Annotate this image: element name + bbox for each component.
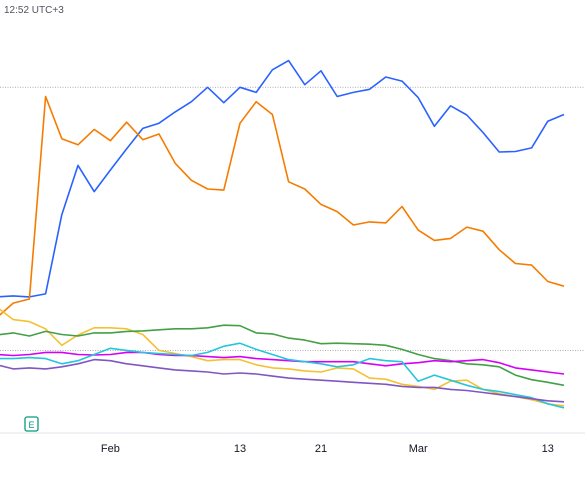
earnings-badge-box bbox=[24, 416, 39, 432]
reference-lines bbox=[0, 86, 585, 351]
series-line-5 bbox=[0, 342, 565, 409]
series-layer bbox=[0, 59, 565, 409]
earnings-badge-label: E bbox=[28, 420, 34, 430]
x-tick-label: Mar bbox=[409, 443, 428, 455]
time-label: 12:52 UTC+3 bbox=[4, 5, 64, 16]
x-tick-label: Feb bbox=[101, 443, 120, 455]
series-line-1 bbox=[0, 95, 565, 316]
series-line-3 bbox=[0, 324, 565, 387]
x-tick-label: 21 bbox=[315, 443, 327, 455]
x-tick-label: 13 bbox=[542, 443, 554, 455]
x-tick-label: 13 bbox=[234, 443, 246, 455]
series-line-0 bbox=[0, 59, 565, 298]
series-line-6 bbox=[0, 358, 565, 403]
series-line-2 bbox=[0, 308, 565, 407]
x-tick-labels: 3Feb1321Mar13 bbox=[0, 443, 554, 455]
series-line-4 bbox=[0, 351, 565, 375]
earnings-badge[interactable]: E bbox=[24, 416, 39, 432]
